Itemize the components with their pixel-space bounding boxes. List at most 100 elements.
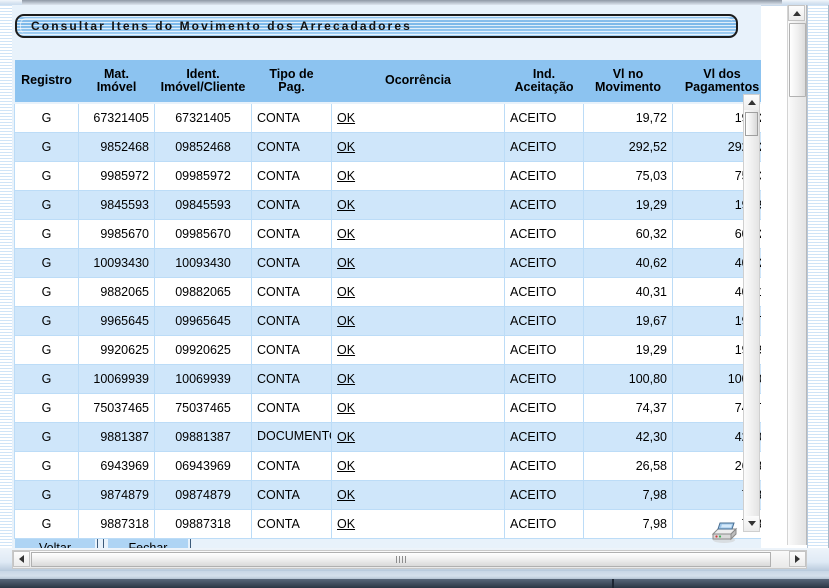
column-header-tipo-de-pag[interactable]: Tipo de Pag.: [251, 60, 332, 103]
cell-tipo-pag: CONTA: [251, 306, 332, 336]
window-bottom-frame: [0, 548, 829, 588]
cell-ocorrencia[interactable]: OK: [331, 335, 505, 365]
cell-ocorrencia[interactable]: OK: [331, 509, 505, 539]
grid-vertical-scrollbar[interactable]: [743, 94, 760, 532]
right-decoration-stripes: [807, 5, 829, 548]
ocorrencia-link[interactable]: OK: [337, 111, 356, 125]
window-scroll-left-arrow-icon[interactable]: [13, 551, 30, 567]
cell-ident-imovel-cliente: 75037465: [154, 393, 252, 423]
ocorrencia-link[interactable]: OK: [337, 459, 356, 473]
scroll-up-arrow-icon[interactable]: [744, 95, 759, 110]
cell-mat-imovel: 10093430: [78, 248, 155, 278]
ocorrencia-link[interactable]: OK: [337, 488, 356, 502]
ocorrencia-link[interactable]: OK: [337, 198, 356, 212]
cell-mat-imovel: 9882065: [78, 277, 155, 307]
cell-ind-aceitacao: ACEITO: [504, 451, 584, 481]
table-row[interactable]: G1006993910069939CONTAOKACEITO100,80100,…: [14, 364, 761, 394]
cell-ocorrencia[interactable]: OK: [331, 219, 505, 249]
cell-ocorrencia[interactable]: OK: [331, 248, 505, 278]
grid-scroll-thumb[interactable]: [745, 112, 758, 136]
cell-ocorrencia[interactable]: OK: [331, 132, 505, 162]
column-header-vlpag-line2: Pagamentos: [684, 80, 760, 94]
ocorrencia-link[interactable]: OK: [337, 343, 356, 357]
cell-vl-movimento: 75,03: [583, 161, 673, 191]
cell-mat-imovel: 6943969: [78, 451, 155, 481]
cell-ocorrencia[interactable]: OK: [331, 277, 505, 307]
cell-ocorrencia[interactable]: OK: [331, 190, 505, 220]
cell-ocorrencia[interactable]: OK: [331, 102, 505, 133]
cell-mat-imovel: 67321405: [78, 102, 155, 133]
window-vertical-scrollbar[interactable]: [787, 5, 807, 545]
grid-scroll-track[interactable]: [744, 110, 759, 516]
column-header-registro[interactable]: Registro: [14, 60, 79, 103]
window-scroll-thumb[interactable]: [789, 23, 806, 97]
scroll-down-arrow-icon[interactable]: [744, 516, 759, 531]
cell-ocorrencia[interactable]: OK: [331, 306, 505, 336]
ocorrencia-link[interactable]: OK: [337, 517, 356, 531]
column-header-vlmov-line2: Movimento: [595, 80, 661, 94]
cell-vl-movimento: 7,98: [583, 480, 673, 510]
column-header-ind-aceitacao[interactable]: Ind. Aceitação: [504, 60, 584, 103]
cell-ident-imovel-cliente: 09881387: [154, 422, 252, 452]
ocorrencia-link[interactable]: OK: [337, 285, 356, 299]
cell-ident-imovel-cliente: 09965645: [154, 306, 252, 336]
cell-tipo-pag: DOCUMENTO DE COBRANÇA: [251, 422, 332, 452]
ocorrencia-link[interactable]: OK: [337, 256, 356, 270]
cell-ocorrencia[interactable]: OK: [331, 451, 505, 481]
cell-ind-aceitacao: ACEITO: [504, 393, 584, 423]
ocorrencia-link[interactable]: OK: [337, 401, 356, 415]
column-header-ident-imovel-cliente[interactable]: Ident. Imóvel/Cliente: [154, 60, 252, 103]
column-header-vl-no-movimento[interactable]: Vl no Movimento: [583, 60, 673, 103]
cell-ocorrencia[interactable]: OK: [331, 364, 505, 394]
window-scroll-track[interactable]: [788, 21, 806, 545]
window-scroll-right-arrow-icon[interactable]: [789, 551, 806, 567]
ocorrencia-link[interactable]: OK: [337, 227, 356, 241]
cell-ocorrencia[interactable]: OK: [331, 161, 505, 191]
bottom-gloss-band: [0, 571, 829, 579]
ocorrencia-link[interactable]: OK: [337, 372, 356, 386]
column-header-mat-imovel[interactable]: Mat. Imóvel: [78, 60, 155, 103]
column-header-ocorrencia[interactable]: Ocorrência: [331, 60, 505, 103]
cell-ident-imovel-cliente: 06943969: [154, 451, 252, 481]
cell-ident-imovel-cliente: 10069939: [154, 364, 252, 394]
cell-ocorrencia[interactable]: OK: [331, 422, 505, 452]
ocorrencia-link[interactable]: OK: [337, 430, 356, 444]
voltar-button[interactable]: Voltar: [15, 539, 95, 548]
cell-registro: G: [14, 422, 79, 452]
cell-ocorrencia[interactable]: OK: [331, 393, 505, 423]
page-title: Consultar Itens do Movimento dos Arrecad…: [31, 19, 412, 33]
window-scroll-up-arrow-icon[interactable]: [788, 5, 805, 21]
button-separator-2: [103, 539, 104, 548]
table-row[interactable]: G985246809852468CONTAOKACEITO292,52292,5…: [14, 132, 761, 162]
table-header: Registro Mat. Imóvel Ident. Imóvel/Clien…: [14, 60, 761, 103]
ocorrencia-link[interactable]: OK: [337, 314, 356, 328]
fechar-button[interactable]: Fechar: [108, 539, 188, 548]
ocorrencia-link[interactable]: OK: [337, 140, 356, 154]
cell-tipo-pag: CONTA: [251, 132, 332, 162]
cell-vl-movimento: 19,67: [583, 306, 673, 336]
cell-registro: G: [14, 364, 79, 394]
window-horizontal-scrollbar[interactable]: [12, 550, 807, 569]
cell-tipo-pag: CONTA: [251, 451, 332, 481]
window-hscroll-thumb[interactable]: [31, 552, 771, 567]
cell-mat-imovel: 9985670: [78, 219, 155, 249]
cell-registro: G: [14, 132, 79, 162]
cell-mat-imovel: 9965645: [78, 306, 155, 336]
ocorrencia-link[interactable]: OK: [337, 169, 356, 183]
cell-ocorrencia[interactable]: OK: [331, 480, 505, 510]
printer-icon[interactable]: [707, 520, 741, 544]
